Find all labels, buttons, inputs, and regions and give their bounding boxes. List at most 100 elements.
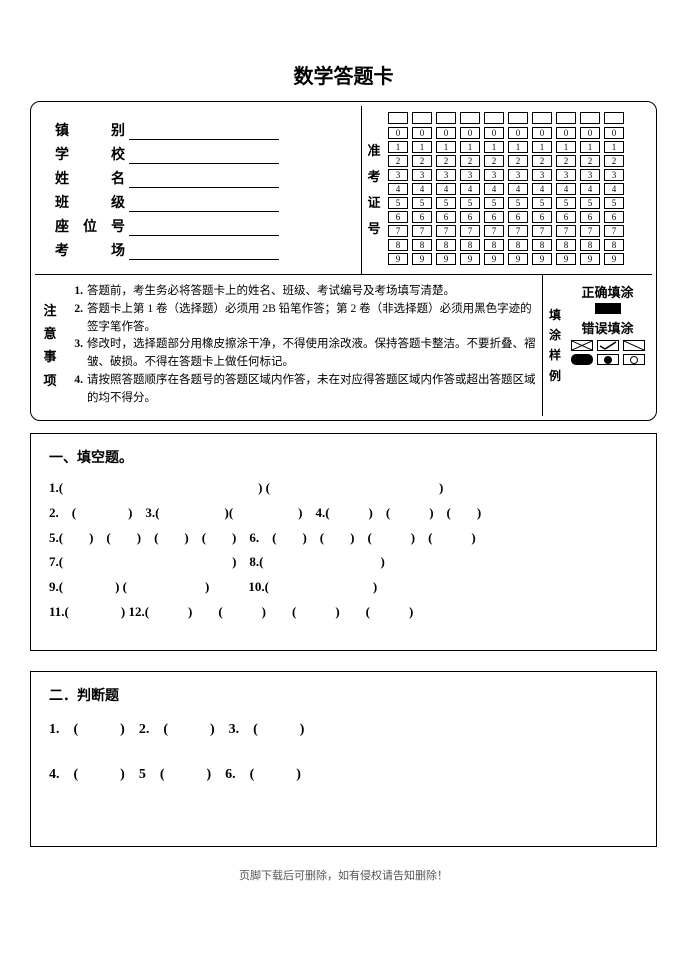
field-room[interactable]	[129, 246, 279, 260]
bubble-2[interactable]: 2	[604, 155, 624, 167]
bubble-9[interactable]: 9	[532, 253, 552, 265]
bubble-9[interactable]: 9	[580, 253, 600, 265]
bubble-4[interactable]: 4	[412, 183, 432, 195]
bubble-6[interactable]: 6	[508, 211, 528, 223]
bubble-6[interactable]: 6	[388, 211, 408, 223]
field-name[interactable]	[129, 174, 279, 188]
bubble-5[interactable]: 5	[604, 197, 624, 209]
bubble-8[interactable]: 8	[460, 239, 480, 251]
bubble-0[interactable]: 0	[412, 127, 432, 139]
bubble-5[interactable]: 5	[580, 197, 600, 209]
bubble-0[interactable]: 0	[556, 127, 576, 139]
bubble-6[interactable]: 6	[436, 211, 456, 223]
bubble-4[interactable]: 4	[508, 183, 528, 195]
bubble-col-header[interactable]	[580, 112, 600, 124]
bubble-9[interactable]: 9	[556, 253, 576, 265]
bubble-1[interactable]: 1	[532, 141, 552, 153]
bubble-0[interactable]: 0	[508, 127, 528, 139]
bubble-col-header[interactable]	[508, 112, 528, 124]
field-town[interactable]	[129, 126, 279, 140]
bubble-6[interactable]: 6	[532, 211, 552, 223]
bubble-8[interactable]: 8	[484, 239, 504, 251]
bubble-1[interactable]: 1	[604, 141, 624, 153]
bubble-5[interactable]: 5	[532, 197, 552, 209]
bubble-8[interactable]: 8	[604, 239, 624, 251]
bubble-col-header[interactable]	[484, 112, 504, 124]
bubble-1[interactable]: 1	[484, 141, 504, 153]
bubble-4[interactable]: 4	[484, 183, 504, 195]
bubble-1[interactable]: 1	[460, 141, 480, 153]
bubble-0[interactable]: 0	[532, 127, 552, 139]
bubble-7[interactable]: 7	[412, 225, 432, 237]
bubble-7[interactable]: 7	[604, 225, 624, 237]
bubble-8[interactable]: 8	[532, 239, 552, 251]
bubble-5[interactable]: 5	[460, 197, 480, 209]
bubble-2[interactable]: 2	[484, 155, 504, 167]
bubble-3[interactable]: 3	[556, 169, 576, 181]
bubble-7[interactable]: 7	[484, 225, 504, 237]
bubble-3[interactable]: 3	[388, 169, 408, 181]
bubble-3[interactable]: 3	[484, 169, 504, 181]
bubble-4[interactable]: 4	[388, 183, 408, 195]
bubble-5[interactable]: 5	[388, 197, 408, 209]
bubble-3[interactable]: 3	[508, 169, 528, 181]
bubble-8[interactable]: 8	[508, 239, 528, 251]
bubble-0[interactable]: 0	[484, 127, 504, 139]
bubble-col-header[interactable]	[604, 112, 624, 124]
bubble-4[interactable]: 4	[580, 183, 600, 195]
bubble-1[interactable]: 1	[580, 141, 600, 153]
bubble-1[interactable]: 1	[388, 141, 408, 153]
field-seat[interactable]	[129, 222, 279, 236]
bubble-3[interactable]: 3	[580, 169, 600, 181]
bubble-1[interactable]: 1	[508, 141, 528, 153]
bubble-6[interactable]: 6	[604, 211, 624, 223]
bubble-col-header[interactable]	[412, 112, 432, 124]
bubble-9[interactable]: 9	[436, 253, 456, 265]
bubble-0[interactable]: 0	[580, 127, 600, 139]
bubble-col-header[interactable]	[436, 112, 456, 124]
bubble-3[interactable]: 3	[532, 169, 552, 181]
bubble-5[interactable]: 5	[556, 197, 576, 209]
bubble-8[interactable]: 8	[388, 239, 408, 251]
bubble-5[interactable]: 5	[412, 197, 432, 209]
bubble-9[interactable]: 9	[484, 253, 504, 265]
bubble-4[interactable]: 4	[460, 183, 480, 195]
bubble-0[interactable]: 0	[460, 127, 480, 139]
bubble-2[interactable]: 2	[412, 155, 432, 167]
bubble-7[interactable]: 7	[532, 225, 552, 237]
bubble-8[interactable]: 8	[556, 239, 576, 251]
bubble-3[interactable]: 3	[460, 169, 480, 181]
bubble-col-header[interactable]	[556, 112, 576, 124]
bubble-7[interactable]: 7	[556, 225, 576, 237]
bubble-3[interactable]: 3	[436, 169, 456, 181]
bubble-8[interactable]: 8	[436, 239, 456, 251]
bubble-3[interactable]: 3	[604, 169, 624, 181]
bubble-6[interactable]: 6	[484, 211, 504, 223]
bubble-col-header[interactable]	[532, 112, 552, 124]
bubble-3[interactable]: 3	[412, 169, 432, 181]
field-school[interactable]	[129, 150, 279, 164]
bubble-7[interactable]: 7	[580, 225, 600, 237]
bubble-9[interactable]: 9	[412, 253, 432, 265]
bubble-1[interactable]: 1	[556, 141, 576, 153]
bubble-7[interactable]: 7	[508, 225, 528, 237]
bubble-6[interactable]: 6	[580, 211, 600, 223]
bubble-5[interactable]: 5	[508, 197, 528, 209]
bubble-2[interactable]: 2	[580, 155, 600, 167]
bubble-2[interactable]: 2	[436, 155, 456, 167]
bubble-col-header[interactable]	[388, 112, 408, 124]
bubble-2[interactable]: 2	[388, 155, 408, 167]
bubble-4[interactable]: 4	[604, 183, 624, 195]
bubble-9[interactable]: 9	[388, 253, 408, 265]
bubble-7[interactable]: 7	[460, 225, 480, 237]
bubble-2[interactable]: 2	[556, 155, 576, 167]
bubble-4[interactable]: 4	[436, 183, 456, 195]
bubble-4[interactable]: 4	[556, 183, 576, 195]
bubble-8[interactable]: 8	[580, 239, 600, 251]
bubble-0[interactable]: 0	[388, 127, 408, 139]
bubble-8[interactable]: 8	[412, 239, 432, 251]
bubble-2[interactable]: 2	[460, 155, 480, 167]
bubble-6[interactable]: 6	[556, 211, 576, 223]
bubble-7[interactable]: 7	[436, 225, 456, 237]
bubble-1[interactable]: 1	[436, 141, 456, 153]
